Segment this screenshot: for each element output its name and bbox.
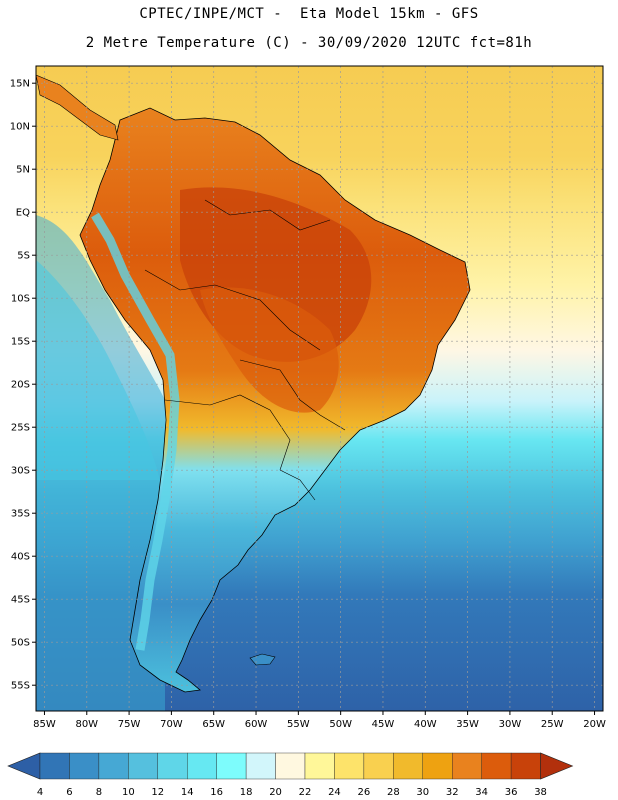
lat-label: 5N — [16, 165, 30, 176]
colorbar-swatch — [69, 752, 100, 780]
lon-label: 55W — [287, 719, 310, 730]
lon-label: 80W — [75, 719, 98, 730]
colorbar-label: 18 — [240, 787, 253, 798]
andes-cool-strip — [91, 212, 180, 651]
lon-label: 30W — [499, 719, 522, 730]
colorbar-swatch — [363, 752, 394, 780]
pacific-mid-region — [36, 260, 160, 480]
hot-central-region — [200, 287, 339, 413]
central-america — [36, 74, 119, 141]
plot-frame — [35, 65, 604, 712]
lat-label: 25S — [11, 423, 30, 434]
colorbar-swatch — [393, 752, 423, 780]
colorbar-swatch — [422, 752, 453, 780]
lon-label: 20W — [583, 719, 606, 730]
lat-label: 45S — [11, 595, 30, 606]
colorbar-label: 20 — [269, 787, 282, 798]
colorbar-label: 8 — [96, 787, 102, 798]
colorbar-swatch — [98, 752, 129, 780]
lon-label: 50W — [329, 719, 352, 730]
longitude-labels: 85W 80W 75W 70W 65W 60W 55W 50W 45W 40W 35W 30W 25W 2… — [33, 719, 606, 730]
lon-label: 45W — [372, 719, 395, 730]
colorbar-label: 38 — [534, 787, 547, 798]
colorbar-label: 4 — [37, 787, 43, 798]
lon-label: 65W — [202, 719, 225, 730]
lat-label: 50S — [11, 638, 30, 649]
colorbar-labels: 4 6 8 10 12 14 16 18 20 22 24 26 28 30 32 34 36 38 — [37, 787, 547, 798]
colorbar-swatch — [452, 752, 482, 780]
colorbar-label: 10 — [122, 787, 135, 798]
lon-label: 85W — [33, 719, 56, 730]
lat-label: 35S — [11, 509, 30, 520]
lat-label: EQ — [16, 208, 30, 219]
colorbar-label: 36 — [505, 787, 518, 798]
colorbar-low-arrow — [7, 752, 41, 780]
colorbar-swatch — [128, 752, 158, 780]
colorbar-label: 34 — [475, 787, 488, 798]
colorbar-label: 6 — [66, 787, 72, 798]
colorbar-swatch — [157, 752, 188, 780]
colorbar-swatch — [216, 752, 247, 780]
lat-label: 10N — [10, 122, 30, 133]
colorbar-label: 22 — [299, 787, 312, 798]
lat-label: 15S — [11, 337, 30, 348]
colorbar-label: 32 — [446, 787, 459, 798]
colorbar-swatch — [187, 752, 217, 780]
lon-label: 75W — [118, 719, 141, 730]
colorbar-label: 16 — [210, 787, 223, 798]
colorbar-high-arrow — [540, 752, 574, 780]
colorbar-swatch — [334, 752, 365, 780]
lat-label: 30S — [11, 466, 30, 477]
colorbar-label: 26 — [358, 787, 371, 798]
map-title: CPTEC/INPE/MCT - Eta Model 15km - GFS — [139, 6, 479, 22]
lat-label: 10S — [11, 294, 30, 305]
lat-label: 15N — [10, 79, 30, 90]
axis-ticks — [32, 82, 596, 715]
latitude-labels: 15N 10N 5N EQ 5S 10S 15S 20S 25S 30S 35S 40S 45S 50S 5… — [10, 79, 30, 692]
colorbar-label: 30 — [416, 787, 429, 798]
lat-label: 5S — [17, 251, 30, 262]
colorbar-label: 12 — [151, 787, 164, 798]
lat-label: 40S — [11, 552, 30, 563]
lon-label: 25W — [541, 719, 564, 730]
colorbar-swatch — [510, 752, 541, 780]
colorbar-swatch — [304, 752, 335, 780]
map-subtitle: 2 Metre Temperature (C) - 30/09/2020 12U… — [85, 35, 533, 51]
colorbar-swatch — [245, 752, 276, 780]
lat-label: 55S — [11, 681, 30, 692]
lon-label: 40W — [414, 719, 437, 730]
lat-label: 20S — [11, 380, 30, 391]
colorbar-label: 24 — [328, 787, 341, 798]
lon-label: 60W — [245, 719, 268, 730]
lon-label: 70W — [160, 719, 183, 730]
colorbar — [7, 752, 574, 780]
lon-label: 35W — [456, 719, 479, 730]
country-borders — [144, 199, 346, 501]
colorbar-swatch — [481, 752, 512, 780]
colorbar-label: 14 — [181, 787, 194, 798]
colorbar-swatch — [275, 752, 306, 780]
colorbar-label: 28 — [387, 787, 400, 798]
colorbar-swatch — [39, 752, 70, 780]
